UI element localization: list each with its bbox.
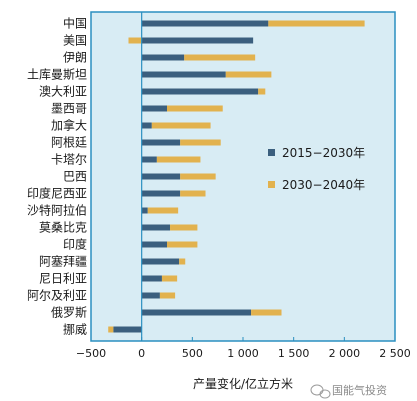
bar-series-1 [141,190,181,197]
x-tick-label: 0 [138,347,145,360]
bar-series-2 [179,258,186,265]
bar-series-2 [180,139,221,146]
x-tick-label: 2 500 [379,347,411,360]
x-tick-label: 500 [182,347,203,360]
bar-series-1 [141,37,254,44]
bar-series-2 [147,207,179,214]
x-tick-label: 1 500 [278,347,310,360]
bar-series-1 [141,309,252,316]
category-label: 阿根廷 [51,136,87,150]
category-label: 墨西哥 [51,102,87,116]
bar-series-1 [141,105,167,112]
bar-series-1 [141,156,157,163]
watermark-text: 国能气投资 [332,383,387,397]
bar-series-2 [184,54,256,61]
category-label: 伊朗 [63,51,87,65]
bar-series-2 [108,326,114,333]
bar-series-1 [141,122,152,129]
category-label: 挪威 [63,323,87,337]
bar-series-2 [128,37,142,44]
bar-series-1 [141,258,180,265]
watermark: 国能气投资 [310,383,387,399]
x-tick-label: 1 000 [227,347,259,360]
bar-series-1 [141,207,148,214]
category-label: 印度 [63,237,87,252]
bar-series-1 [113,326,142,333]
legend-swatch-series-2 [268,181,275,188]
bar-series-2 [225,71,272,78]
bar-series-1 [141,173,181,180]
legend-label-series-1: 2015−2030年 [282,146,365,160]
bar-series-1 [141,54,185,61]
bar-series-2 [180,190,206,197]
plot-area [90,11,396,342]
bar-series-1 [141,224,171,231]
bar-series-1 [141,241,167,248]
legend-label-series-2: 2030−2040年 [282,178,365,192]
bar-series-2 [151,122,211,129]
bar-series-1 [141,275,162,282]
category-label: 莫桑比克 [39,221,87,235]
bar-series-1 [141,20,269,27]
bar-series-2 [251,309,282,316]
category-label: 印度尼西亚 [27,186,87,201]
bar-series-2 [167,105,223,112]
bar-series-1 [141,139,181,146]
bar-series-2 [167,241,198,248]
bars-group [108,20,365,333]
bar-series-2 [161,275,178,282]
bar-series-2 [156,156,201,163]
x-tick-label: −500 [76,347,106,360]
bar-series-2 [170,224,198,231]
legend: 2015−2030年 2030−2040年 [268,146,365,192]
category-label: 尼日利亚 [39,272,87,286]
bar-series-2 [159,292,176,299]
x-axis-title: 产量变化/亿立方米 [193,376,293,391]
category-labels: 中国美国伊朗土库曼斯坦澳大利亚墨西哥加拿大阿根廷卡塔尔巴西印度尼西亚沙特阿拉伯莫… [27,16,87,337]
bar-series-1 [141,292,160,299]
legend-swatch-series-1 [268,149,275,156]
category-label: 中国 [63,16,87,31]
category-label: 俄罗斯 [51,306,87,320]
bar-series-2 [268,20,365,27]
bar-series-1 [141,88,259,95]
category-label: 土库曼斯坦 [27,67,87,82]
wechat-icon [310,384,331,399]
x-ticks: −500 0 500 1 000 1 500 2 000 2 500 [76,337,411,360]
bar-series-2 [180,173,216,180]
bar-series-2 [258,88,266,95]
category-label: 加拿大 [51,118,87,133]
x-tick-label: 2 000 [329,347,361,360]
category-label: 巴西 [63,170,87,184]
category-label: 阿尔及利亚 [27,288,87,303]
category-label: 美国 [63,34,87,48]
category-label: 卡塔尔 [51,152,87,167]
category-label: 澳大利亚 [39,85,87,99]
category-label: 阿塞拜疆 [39,254,87,269]
category-label: 沙特阿拉伯 [27,203,87,218]
bar-series-1 [141,71,226,78]
